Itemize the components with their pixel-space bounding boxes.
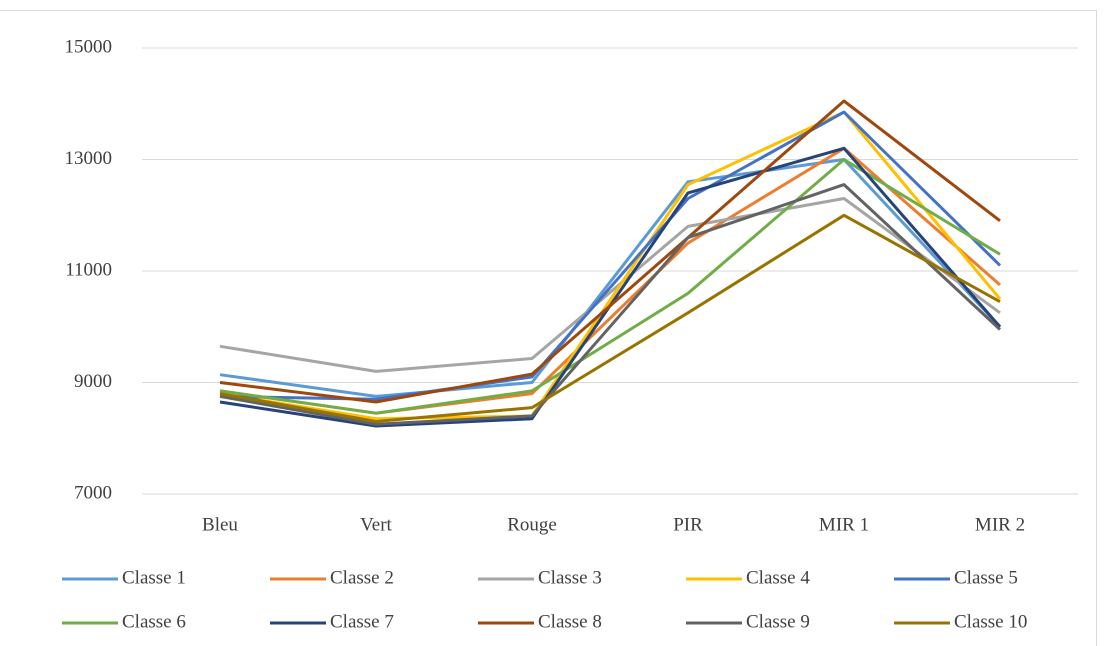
series-line	[219, 158, 1002, 398]
chart-frame	[0, 10, 1097, 646]
legend-label: Classe 6	[122, 611, 186, 632]
y-tick-label: 15000	[65, 36, 113, 57]
series-line	[219, 183, 1002, 426]
x-tick-label: PIR	[673, 514, 703, 535]
series-line	[219, 110, 1002, 401]
legend-label: Classe 9	[746, 611, 810, 632]
legend-label: Classe 2	[330, 567, 394, 588]
legend-label: Classe 5	[954, 567, 1018, 588]
legend-label: Classe 7	[330, 611, 394, 632]
x-tick-label: Vert	[360, 514, 392, 535]
x-tick-label: MIR 1	[819, 514, 869, 535]
legend-label: Classe 4	[746, 567, 810, 588]
series-line	[219, 99, 1001, 404]
x-tick-label: MIR 2	[975, 514, 1025, 535]
series-line	[219, 110, 1002, 421]
y-tick-label: 9000	[74, 371, 112, 392]
x-tick-label: Bleu	[202, 514, 238, 535]
legend-label: Classe 10	[954, 611, 1027, 632]
y-tick-label: 7000	[74, 482, 112, 503]
series-line	[219, 213, 1001, 423]
series-line	[219, 158, 1001, 415]
x-tick-label: Rouge	[507, 514, 557, 535]
series-line	[219, 197, 1001, 373]
y-tick-label: 13000	[65, 148, 113, 169]
legend-label: Classe 8	[538, 611, 602, 632]
legend-label: Classe 1	[122, 567, 186, 588]
legend-label: Classe 3	[538, 567, 602, 588]
y-tick-label: 11000	[65, 259, 112, 280]
